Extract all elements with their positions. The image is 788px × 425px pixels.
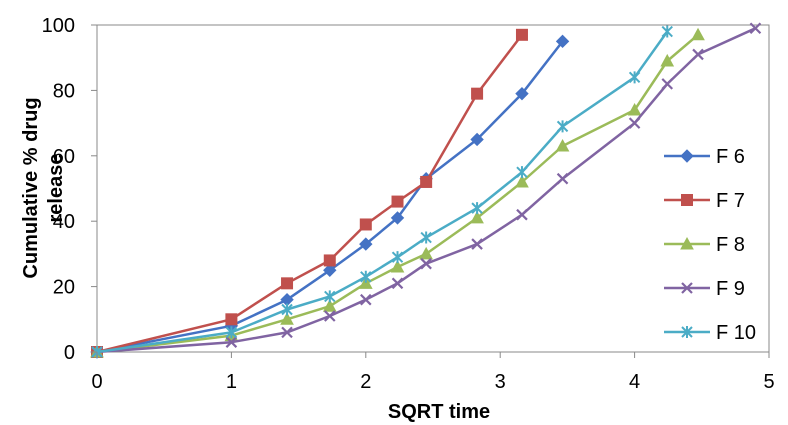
y-tick-label: 60 bbox=[53, 146, 75, 168]
series-f-10 bbox=[91, 25, 673, 358]
legend: F 6 F 7 F 8 F 9 F 10 bbox=[664, 146, 756, 344]
data-point-f-8 bbox=[390, 259, 405, 273]
data-point-f-6 bbox=[323, 263, 337, 277]
legend-label-f-7: F 7 bbox=[716, 190, 745, 212]
data-point-f-6 bbox=[390, 211, 405, 225]
data-point-f-9 bbox=[281, 326, 293, 339]
data-point-f-10 bbox=[471, 202, 483, 215]
data-point-f-7 bbox=[281, 277, 294, 290]
data-point-f-9 bbox=[556, 172, 569, 185]
data-point-f-9 bbox=[471, 238, 483, 250]
series-f-8 bbox=[90, 27, 705, 358]
legend-marker-f-7 bbox=[681, 194, 693, 206]
data-point-f-6 bbox=[470, 132, 484, 147]
data-point-f-10 bbox=[281, 303, 293, 316]
data-point-f-10 bbox=[225, 326, 238, 339]
data-point-f-7 bbox=[323, 254, 336, 267]
data-point-f-8 bbox=[280, 312, 294, 325]
legend-marker-f-9 bbox=[681, 282, 693, 294]
x-axis-title: SQRT time bbox=[388, 401, 490, 423]
data-point-f-9 bbox=[360, 293, 372, 306]
data-point-f-6 bbox=[359, 237, 373, 251]
series-f-7 bbox=[91, 28, 528, 358]
data-point-f-9 bbox=[516, 208, 528, 221]
data-point-f-10 bbox=[628, 71, 641, 84]
plot-border bbox=[96, 24, 770, 353]
legend-item-f-10: F 10 bbox=[664, 322, 756, 344]
data-point-f-9 bbox=[324, 310, 336, 322]
data-point-f-9 bbox=[391, 277, 404, 290]
data-point-f-9 bbox=[420, 257, 432, 270]
data-point-f-8 bbox=[555, 138, 570, 152]
legend-label-f-6: F 6 bbox=[716, 146, 745, 168]
data-point-f-7 bbox=[420, 175, 433, 188]
legend-label-f-9: F 9 bbox=[716, 278, 745, 300]
plot-area bbox=[96, 24, 770, 353]
legend-label-f-8: F 8 bbox=[716, 234, 745, 256]
legend-item-f-9: F 9 bbox=[664, 278, 745, 300]
data-point-f-7 bbox=[515, 28, 528, 41]
y-axis-title-line2: release bbox=[45, 154, 67, 223]
data-point-f-10 bbox=[661, 25, 673, 38]
legend-item-f-7: F 7 bbox=[664, 190, 745, 212]
y-tick-label: 20 bbox=[53, 277, 75, 299]
data-point-f-8 bbox=[515, 174, 529, 188]
data-point-f-9 bbox=[661, 78, 674, 90]
x-tick-label: 1 bbox=[226, 371, 237, 393]
x-tick-label: 0 bbox=[91, 371, 102, 393]
y-tick-label: 40 bbox=[53, 211, 75, 233]
data-point-f-10 bbox=[324, 290, 336, 303]
data-point-f-8 bbox=[358, 276, 373, 289]
data-point-f-10 bbox=[420, 231, 432, 244]
series-line-f-8 bbox=[96, 33, 699, 354]
data-point-f-8 bbox=[419, 246, 433, 260]
data-point-f-8 bbox=[322, 299, 337, 312]
series-line-f-6 bbox=[96, 40, 564, 354]
series-line-f-10 bbox=[96, 30, 669, 354]
legend-marker-f-6 bbox=[680, 149, 694, 163]
x-tick-label: 4 bbox=[629, 371, 640, 393]
data-point-f-10 bbox=[360, 270, 372, 283]
legend-item-f-8: F 8 bbox=[664, 234, 745, 256]
data-point-f-9 bbox=[628, 117, 641, 129]
data-point-f-7 bbox=[225, 313, 238, 326]
legend-marker-f-10 bbox=[681, 326, 693, 338]
data-point-f-8 bbox=[470, 210, 484, 224]
data-point-f-8 bbox=[627, 102, 642, 116]
y-tick-label: 100 bbox=[42, 15, 75, 37]
data-point-f-7 bbox=[471, 87, 484, 100]
legend-label-f-10: F 10 bbox=[716, 322, 756, 344]
data-point-f-8 bbox=[660, 53, 675, 67]
data-point-f-8 bbox=[691, 27, 705, 41]
x-tick-label: 3 bbox=[495, 371, 506, 393]
y-tick-label: 80 bbox=[53, 80, 75, 102]
x-tick-label: 5 bbox=[763, 371, 774, 393]
y-axis-title-line1: Cumulative % drug bbox=[20, 97, 42, 278]
series-line-f-7 bbox=[96, 34, 523, 354]
data-point-f-7 bbox=[391, 195, 404, 208]
data-point-f-10 bbox=[516, 166, 528, 179]
data-point-f-6 bbox=[555, 34, 570, 49]
series-layer bbox=[90, 22, 762, 359]
legend-item-f-6: F 6 bbox=[664, 146, 745, 168]
data-point-f-9 bbox=[749, 22, 762, 35]
axis-ticks: 0 1 2 3 4 5 0 20 40 60 80 100 bbox=[42, 15, 775, 393]
x-tick-label: 2 bbox=[360, 371, 371, 393]
data-point-f-6 bbox=[515, 86, 529, 101]
data-point-f-7 bbox=[359, 218, 372, 231]
legend-marker-f-8 bbox=[680, 236, 694, 250]
data-point-f-10 bbox=[391, 251, 404, 264]
series-line-f-9 bbox=[96, 27, 756, 354]
data-point-f-9 bbox=[692, 48, 704, 61]
data-point-f-9 bbox=[225, 336, 238, 348]
series-f-9 bbox=[91, 22, 762, 358]
y-tick-label: 0 bbox=[64, 342, 75, 364]
data-point-f-10 bbox=[556, 120, 569, 133]
